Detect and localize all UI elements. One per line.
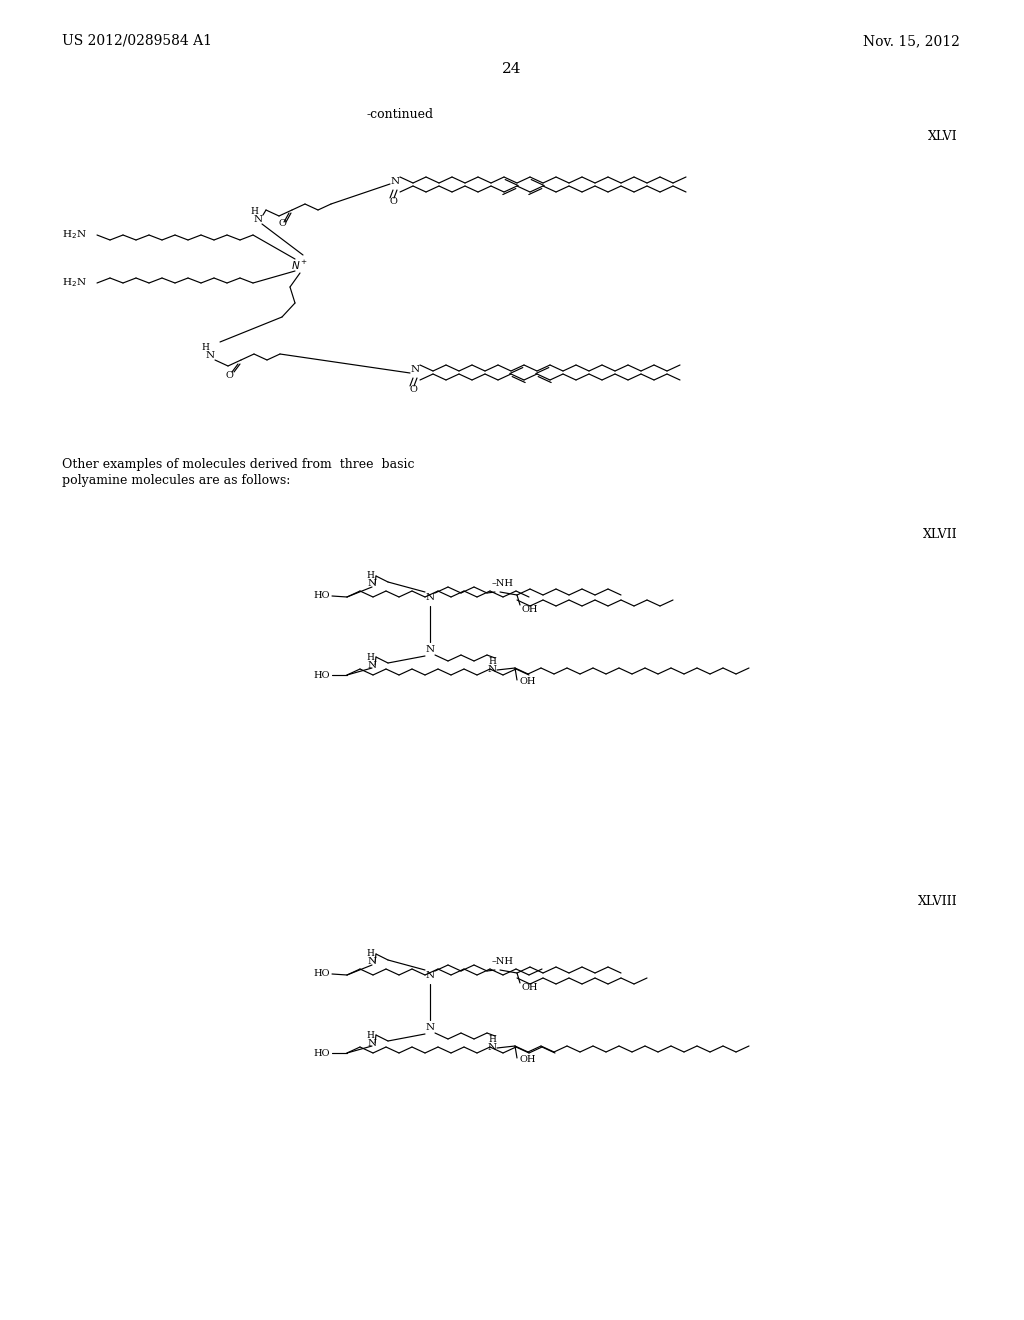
Text: N: N [206, 351, 215, 360]
Text: US 2012/0289584 A1: US 2012/0289584 A1 [62, 34, 212, 48]
Text: N: N [425, 1023, 434, 1032]
Text: N: N [253, 214, 262, 223]
Text: N: N [425, 645, 434, 655]
Text: O: O [409, 385, 417, 395]
Text: N: N [411, 366, 420, 375]
Text: N: N [368, 957, 377, 966]
Text: XLVI: XLVI [929, 129, 958, 143]
Text: N: N [425, 972, 434, 981]
Text: Nov. 15, 2012: Nov. 15, 2012 [863, 34, 961, 48]
Text: H: H [366, 1031, 374, 1040]
Text: N: N [425, 594, 434, 602]
Text: H: H [488, 1035, 496, 1044]
Text: HO: HO [313, 1048, 330, 1057]
Text: HO: HO [313, 671, 330, 680]
Text: OH: OH [522, 982, 539, 991]
Text: H$_2$N: H$_2$N [62, 277, 87, 289]
Text: -continued: -continued [367, 108, 433, 121]
Text: H: H [201, 342, 209, 351]
Text: XLVII: XLVII [924, 528, 958, 541]
Text: OH: OH [519, 677, 536, 686]
Text: HO: HO [313, 591, 330, 601]
Text: N: N [368, 660, 377, 669]
Text: N: N [390, 177, 399, 186]
Text: O: O [279, 219, 286, 228]
Text: N: N [487, 1044, 497, 1052]
Text: H: H [250, 206, 258, 215]
Text: $N^+$: $N^+$ [292, 259, 308, 272]
Text: 24: 24 [502, 62, 522, 77]
Text: HO: HO [313, 969, 330, 978]
Text: H: H [488, 657, 496, 667]
Text: H: H [366, 572, 374, 581]
Text: OH: OH [522, 605, 539, 614]
Text: N: N [368, 1039, 377, 1048]
Text: OH: OH [519, 1056, 536, 1064]
Text: –NH: –NH [492, 957, 514, 965]
Text: O: O [225, 371, 232, 380]
Text: polyamine molecules are as follows:: polyamine molecules are as follows: [62, 474, 291, 487]
Text: Other examples of molecules derived from  three  basic: Other examples of molecules derived from… [62, 458, 415, 471]
Text: N: N [487, 665, 497, 675]
Text: H: H [366, 949, 374, 958]
Text: –NH: –NH [492, 578, 514, 587]
Text: XLVIII: XLVIII [919, 895, 958, 908]
Text: O: O [389, 198, 397, 206]
Text: N: N [368, 579, 377, 589]
Text: H$_2$N: H$_2$N [62, 228, 87, 242]
Text: H: H [366, 652, 374, 661]
